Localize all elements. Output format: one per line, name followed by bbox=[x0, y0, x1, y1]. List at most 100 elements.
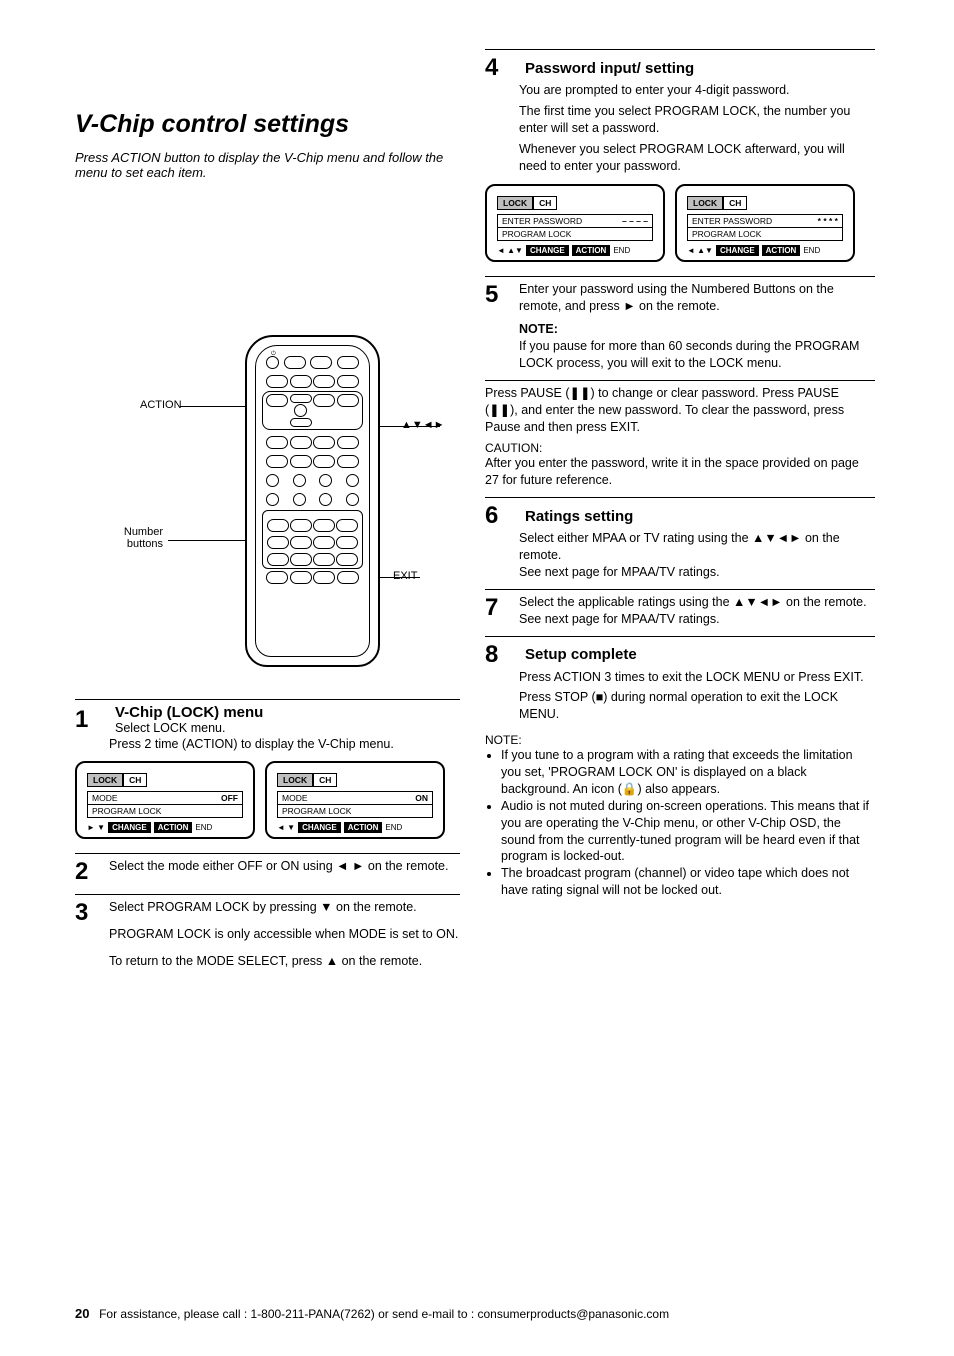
tv-screen-c: LOCK CH ENTER PASSWORD– – – – PROGRAM LO… bbox=[485, 184, 665, 262]
step4-p1: You are prompted to enter your 4-digit p… bbox=[519, 82, 875, 99]
step8-p2: Press STOP (■) during normal operation t… bbox=[519, 689, 875, 723]
step4-p3: Whenever you select PROGRAM LOCK afterwa… bbox=[519, 141, 875, 175]
remote-number-btn bbox=[267, 536, 289, 549]
tv-row-val: ON bbox=[415, 793, 428, 803]
remote-btn bbox=[319, 474, 332, 487]
tv-row-label: PROGRAM LOCK bbox=[282, 806, 351, 816]
tv-row-val: OFF bbox=[221, 793, 238, 803]
step7-p2: See next page for MPAA/TV ratings. bbox=[519, 611, 875, 628]
remote-btn bbox=[266, 474, 279, 487]
remote-number-btn bbox=[313, 519, 335, 532]
remote-number-btn bbox=[290, 519, 312, 532]
remote-btn bbox=[346, 474, 359, 487]
tv-foot-arrows: ◄ ▲▼ bbox=[497, 246, 523, 255]
remote-number-btn bbox=[267, 519, 289, 532]
remote-btn bbox=[290, 436, 312, 449]
step8-heading: 8 Setup complete bbox=[485, 641, 875, 669]
step3-p1: Select PROGRAM LOCK by pressing ▼ on the… bbox=[109, 899, 460, 916]
remote-btn bbox=[266, 436, 288, 449]
tv-foot-end: END bbox=[385, 823, 402, 832]
remote-number-btn bbox=[290, 553, 312, 566]
remote-label-arrows: ▲▼◄► bbox=[401, 419, 445, 431]
remote-number-btn bbox=[267, 553, 289, 566]
step2: 2 Select the mode either OFF or ON using… bbox=[75, 858, 460, 886]
remote-number-btn bbox=[290, 536, 312, 549]
remote-btn bbox=[293, 493, 306, 506]
remote-number-btn bbox=[336, 519, 358, 532]
tv-pair-left: LOCK CH MODEOFF PROGRAM LOCK ► ▼ CHANGE … bbox=[75, 761, 460, 839]
tv-foot-arrows: ► ▼ bbox=[87, 823, 105, 832]
step1-head-text: V-Chip (LOCK) menu bbox=[115, 704, 263, 721]
step5: 5 Enter your password using the Numbered… bbox=[485, 281, 875, 371]
tv-row-label: MODE bbox=[282, 793, 308, 803]
step3: 3 Select PROGRAM LOCK by pressing ▼ on t… bbox=[75, 899, 460, 970]
tv-foot-end: END bbox=[195, 823, 212, 832]
tv-row-val: * * * * bbox=[818, 216, 838, 226]
remote-btn bbox=[346, 493, 359, 506]
remote-btn bbox=[337, 375, 359, 388]
tv-row-label: ENTER PASSWORD bbox=[502, 216, 582, 226]
remote-btn bbox=[319, 493, 332, 506]
tv-foot-end: END bbox=[803, 246, 820, 255]
remote-illustration: ⏻ bbox=[75, 335, 460, 680]
tv-tab-ch: CH bbox=[123, 773, 147, 787]
tv-row-label: ENTER PASSWORD bbox=[692, 216, 772, 226]
remote-btn bbox=[310, 356, 332, 369]
step7: 7 Select the applicable ratings using th… bbox=[485, 594, 875, 628]
remote-btn bbox=[290, 571, 312, 584]
remote-btn bbox=[293, 474, 306, 487]
step6-heading: 6 Ratings setting bbox=[485, 502, 875, 530]
remote-btn bbox=[290, 375, 312, 388]
tv-tab-lock: LOCK bbox=[277, 773, 313, 787]
caution-head: CAUTION: bbox=[485, 441, 542, 455]
remote-btn bbox=[290, 455, 312, 468]
step1-instruction: Press 2 time (ACTION) to display the V-C… bbox=[109, 737, 460, 751]
remote-power-btn: ⏻ bbox=[266, 356, 279, 369]
tv-screen-a: LOCK CH MODEOFF PROGRAM LOCK ► ▼ CHANGE … bbox=[75, 761, 255, 839]
tv-foot-btn2: ACTION bbox=[344, 822, 383, 833]
remote-arrow-cluster bbox=[262, 391, 363, 430]
remote-btn bbox=[266, 455, 288, 468]
remote-btn bbox=[266, 493, 279, 506]
tv-screen-d: LOCK CH ENTER PASSWORD* * * * PROGRAM LO… bbox=[675, 184, 855, 262]
remote-btn bbox=[313, 455, 335, 468]
tv-foot-btn1: CHANGE bbox=[108, 822, 151, 833]
tv-foot-btn2: ACTION bbox=[154, 822, 193, 833]
remote-btn bbox=[313, 436, 335, 449]
remote-btn bbox=[337, 356, 359, 369]
remote-number-btn bbox=[313, 553, 335, 566]
step3-p3: To return to the MODE SELECT, press ▲ on… bbox=[109, 953, 460, 970]
step6-p2: See next page for MPAA/TV ratings. bbox=[519, 564, 875, 581]
remote-btn bbox=[266, 571, 288, 584]
tv-foot-btn2: ACTION bbox=[572, 245, 611, 256]
remote-label-action: ACTION bbox=[140, 399, 182, 411]
page-section: For assistance, please call : 1-800-211-… bbox=[99, 1307, 669, 1321]
note2-list: If you tune to a program with a rating t… bbox=[501, 747, 875, 899]
remote-btn bbox=[313, 375, 335, 388]
tv-foot-btn1: CHANGE bbox=[526, 245, 569, 256]
tv-row-val: – – – – bbox=[622, 216, 648, 226]
tv-tab-ch: CH bbox=[723, 196, 747, 210]
tv-row-label: PROGRAM LOCK bbox=[692, 229, 761, 239]
remote-btn bbox=[266, 375, 288, 388]
remote-label-exit: EXIT bbox=[393, 570, 417, 582]
step1-heading: 1 V-Chip (LOCK) menu Select LOCK menu. bbox=[75, 704, 460, 735]
step8-p1: Press ACTION 3 times to exit the LOCK ME… bbox=[519, 669, 875, 686]
step8-head-text: Setup complete bbox=[525, 646, 637, 663]
remote-btn bbox=[284, 356, 306, 369]
note2-item: Audio is not muted during on-screen oper… bbox=[501, 798, 875, 866]
page-footer: 20 For assistance, please call : 1-800-2… bbox=[75, 1306, 669, 1321]
tv-foot-btn1: CHANGE bbox=[716, 245, 759, 256]
pause-instructions: Press PAUSE (❚❚) to change or clear pass… bbox=[485, 385, 875, 436]
note2-item: The broadcast program (channel) or video… bbox=[501, 865, 875, 899]
step4-p2: The first time you select PROGRAM LOCK, … bbox=[519, 103, 875, 137]
remote-action-btn bbox=[294, 404, 307, 417]
tv-row-label: PROGRAM LOCK bbox=[92, 806, 161, 816]
tv-row-label: PROGRAM LOCK bbox=[502, 229, 571, 239]
tv-foot-end: END bbox=[613, 246, 630, 255]
note2-head: NOTE: bbox=[485, 733, 522, 747]
remote-exit-btn bbox=[337, 571, 359, 584]
step7-text: Select the applicable ratings using the … bbox=[519, 594, 875, 611]
step4-heading: 4 Password input/ setting bbox=[485, 54, 875, 82]
page-subtitle: Press ACTION button to display the V-Chi… bbox=[75, 150, 465, 180]
